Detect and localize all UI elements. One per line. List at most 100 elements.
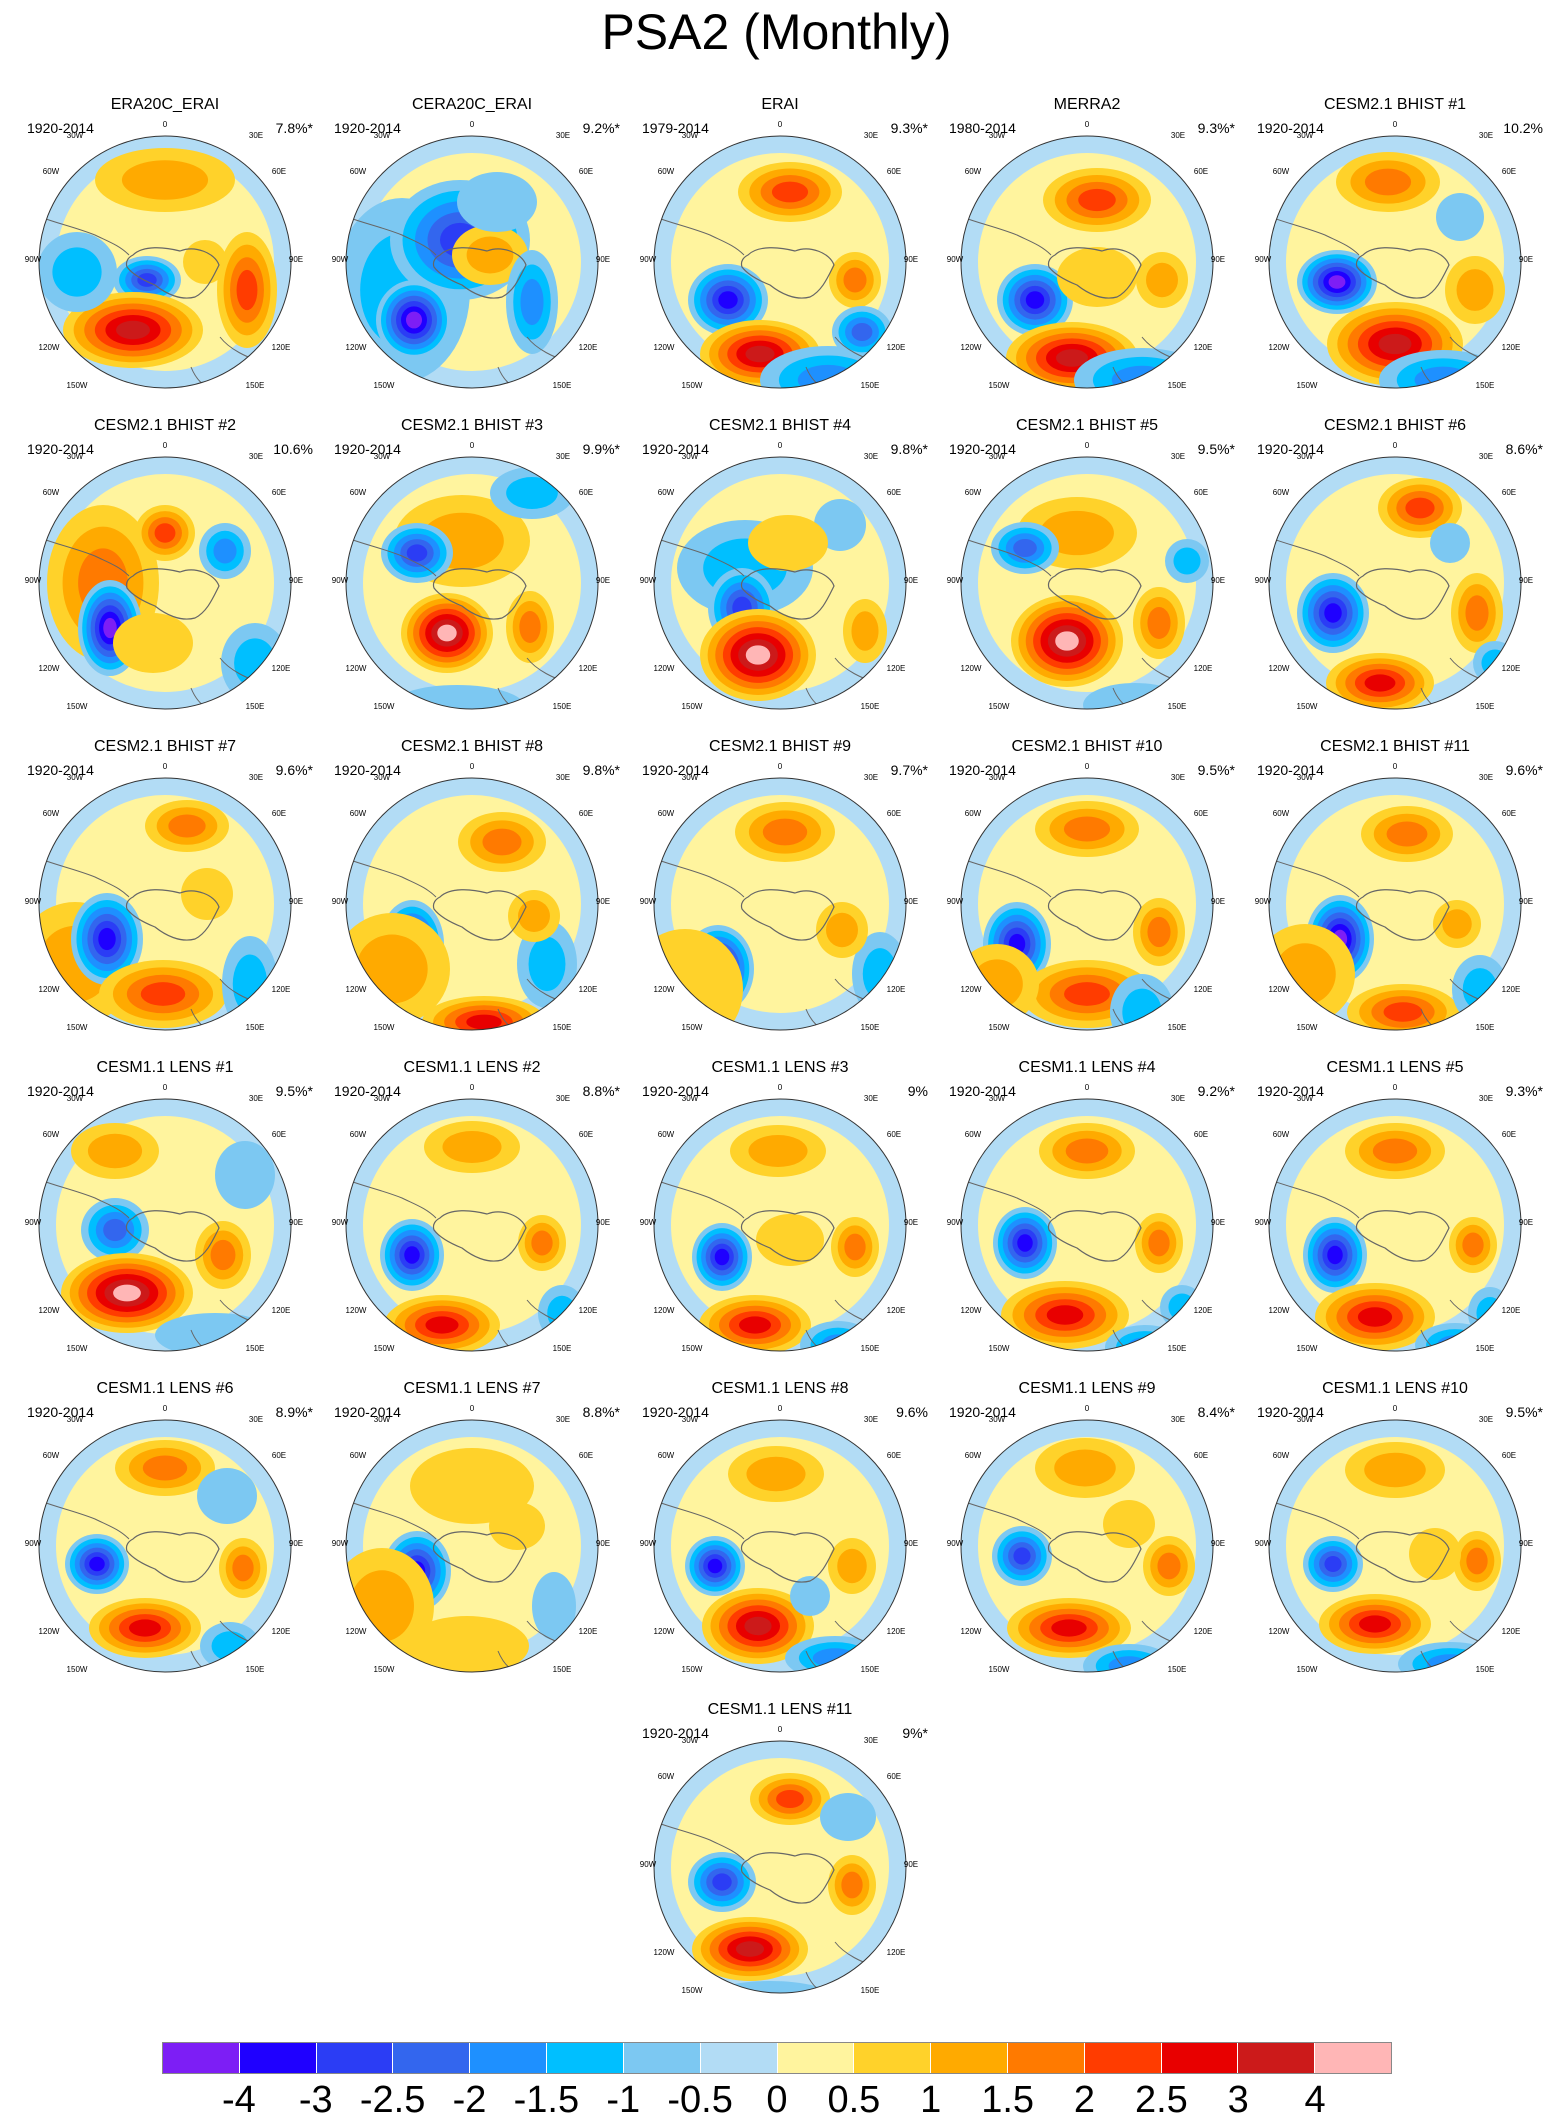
panel-years: 1920-2014: [1257, 1083, 1324, 1099]
colorbar-tick-label: -4: [221, 2079, 256, 2121]
anomaly-contour: [1122, 988, 1162, 1030]
longitude-label: 150W: [1297, 381, 1318, 390]
longitude-label: 120W: [346, 985, 367, 994]
panel-years: 1920-2014: [642, 1725, 709, 1741]
antarctica-coastline: [740, 889, 835, 941]
longitude-label: 30W: [1297, 1415, 1314, 1424]
longitude-label: 120W: [654, 1627, 675, 1636]
longitude-label: 120E: [1194, 985, 1213, 994]
anomaly-contour: [1168, 1293, 1196, 1321]
anomaly-contour: [103, 617, 117, 639]
map-panel: 030E60E90E120E150E180150W120W90W60W30WCE…: [937, 737, 1237, 1037]
anomaly-contour: [116, 320, 150, 340]
longitude-label: 150E: [1476, 1344, 1495, 1353]
longitude-label: 120W: [961, 1306, 982, 1315]
longitude-label: 120W: [346, 1306, 367, 1315]
antarctica-coastline: [740, 568, 835, 620]
panel-variance-percent: 8.8%*: [582, 1083, 620, 1099]
anomaly-contour: [712, 1873, 732, 1891]
longitude-label: 90E: [1211, 576, 1225, 585]
anomaly-contour: [442, 1131, 502, 1163]
colorbar-tick-label: -2: [452, 2079, 487, 2121]
polar-map: 030E60E90E120E150E180150W120W90W60W30W: [947, 441, 1225, 711]
longitude-label: 30E: [1171, 773, 1185, 782]
longitude-label: 150W: [989, 702, 1010, 711]
anomaly-contour: [356, 934, 428, 1004]
longitude-label: 90E: [1211, 255, 1225, 264]
anomaly-contour: [1127, 1337, 1163, 1351]
antarctica-coastline: [1047, 1210, 1142, 1262]
longitude-label: 90W: [25, 1218, 42, 1227]
anomaly-contour: [1051, 1619, 1087, 1637]
longitude-label: 90W: [25, 576, 42, 585]
south-america-coastline: [1269, 535, 1360, 577]
anomaly-contour: [410, 1448, 534, 1524]
longitude-label: 30E: [249, 1415, 263, 1424]
panel-title: CESM2.1 BHIST #3: [401, 417, 543, 434]
south-america-coastline: [961, 535, 1052, 577]
longitude-label: 150W: [1297, 1344, 1318, 1353]
longitude-label: 0: [470, 441, 475, 450]
longitude-label: 150E: [553, 1665, 572, 1674]
longitude-label: 120W: [39, 343, 60, 352]
longitude-label: 60W: [43, 167, 60, 176]
panel-title: ERAI: [761, 96, 799, 113]
map-border: [653, 456, 907, 710]
longitude-label: 60E: [1194, 1130, 1208, 1139]
anomaly-contour: [1364, 168, 1412, 196]
anomaly-contour: [1173, 547, 1201, 575]
longitude-label: 90W: [640, 1860, 657, 1869]
longitude-label: 90E: [596, 897, 610, 906]
longitude-label: 150E: [861, 1023, 880, 1032]
longitude-label: 60E: [579, 488, 593, 497]
antarctica-coastline: [125, 568, 220, 620]
anomaly-contour: [748, 515, 828, 571]
longitude-label: 60E: [1194, 809, 1208, 818]
panel-title: CESM2.1 BHIST #7: [94, 738, 236, 755]
longitude-label: 30W: [67, 1415, 84, 1424]
map-border: [345, 1098, 599, 1352]
map-border: [38, 1098, 292, 1352]
anomaly-contour: [1409, 1528, 1461, 1580]
panel-years: 1920-2014: [1257, 762, 1324, 778]
longitude-label: 90E: [289, 255, 303, 264]
map-border: [960, 1098, 1214, 1352]
panel-variance-percent: 8.8%*: [582, 1404, 620, 1420]
map-border: [653, 1098, 907, 1352]
panel-variance-percent: 9.6%*: [1505, 762, 1543, 778]
anomaly-contour: [389, 685, 525, 709]
longitude-label: 60E: [579, 1130, 593, 1139]
anomaly-contour: [1148, 1229, 1170, 1257]
map-panel: 030E60E90E120E150E180150W120W90W60W30WCE…: [1245, 416, 1545, 716]
antarctica-coastline: [125, 247, 220, 299]
longitude-label: 30E: [556, 131, 570, 140]
longitude-label: 90W: [332, 1539, 349, 1548]
panel-title: CESM1.1 LENS #7: [403, 1380, 541, 1397]
longitude-label: 0: [778, 762, 783, 771]
panel-title: CESM2.1 BHIST #9: [709, 738, 851, 755]
longitude-label: 90W: [25, 897, 42, 906]
anomaly-contour: [707, 1558, 723, 1574]
panel-years: 1920-2014: [949, 1404, 1016, 1420]
anomaly-contour: [466, 1014, 502, 1030]
longitude-label: 120W: [654, 664, 675, 673]
longitude-label: 150W: [374, 1023, 395, 1032]
anomaly-contour: [168, 814, 206, 838]
anomaly-contour: [181, 868, 233, 920]
longitude-label: 120W: [346, 664, 367, 673]
anomaly-contour: [213, 538, 237, 564]
longitude-label: 90W: [332, 1218, 349, 1227]
map-border: [345, 1419, 599, 1673]
longitude-label: 120E: [579, 343, 598, 352]
map-border: [345, 456, 599, 710]
polar-map: 030E60E90E120E150E180150W120W90W60W30W: [640, 120, 918, 390]
antarctica-coastline: [1047, 1531, 1142, 1583]
anomaly-contour: [121, 160, 209, 200]
map-border: [345, 777, 599, 1031]
longitude-label: 30E: [249, 131, 263, 140]
longitude-label: 0: [470, 762, 475, 771]
longitude-label: 30W: [682, 131, 699, 140]
colorbar-swatch: [1161, 2043, 1239, 2073]
longitude-label: 60E: [579, 1451, 593, 1460]
longitude-label: 30W: [989, 1415, 1006, 1424]
